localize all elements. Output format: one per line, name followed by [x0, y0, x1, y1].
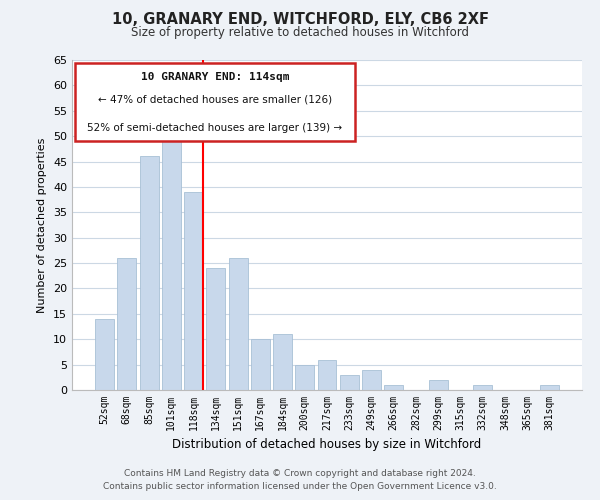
Bar: [251, 339, 270, 390]
Text: 52% of semi-detached houses are larger (139) →: 52% of semi-detached houses are larger (…: [87, 122, 343, 132]
Y-axis label: Number of detached properties: Number of detached properties: [37, 138, 47, 312]
Bar: [118, 258, 136, 390]
FancyBboxPatch shape: [74, 64, 355, 141]
Text: 10 GRANARY END: 114sqm: 10 GRANARY END: 114sqm: [140, 72, 289, 82]
Bar: [273, 334, 292, 390]
Bar: [473, 385, 492, 390]
Bar: [384, 385, 403, 390]
Bar: [95, 319, 114, 390]
Bar: [206, 268, 225, 390]
Text: Size of property relative to detached houses in Witchford: Size of property relative to detached ho…: [131, 26, 469, 39]
Bar: [340, 375, 359, 390]
Bar: [317, 360, 337, 390]
Bar: [229, 258, 248, 390]
Text: ← 47% of detached houses are smaller (126): ← 47% of detached houses are smaller (12…: [98, 94, 332, 104]
Bar: [429, 380, 448, 390]
Bar: [295, 364, 314, 390]
Bar: [184, 192, 203, 390]
Bar: [162, 126, 181, 390]
Text: Contains public sector information licensed under the Open Government Licence v3: Contains public sector information licen…: [103, 482, 497, 491]
Bar: [140, 156, 158, 390]
Bar: [362, 370, 381, 390]
Bar: [540, 385, 559, 390]
Text: Contains HM Land Registry data © Crown copyright and database right 2024.: Contains HM Land Registry data © Crown c…: [124, 468, 476, 477]
X-axis label: Distribution of detached houses by size in Witchford: Distribution of detached houses by size …: [172, 438, 482, 452]
Text: 10, GRANARY END, WITCHFORD, ELY, CB6 2XF: 10, GRANARY END, WITCHFORD, ELY, CB6 2XF: [112, 12, 488, 28]
